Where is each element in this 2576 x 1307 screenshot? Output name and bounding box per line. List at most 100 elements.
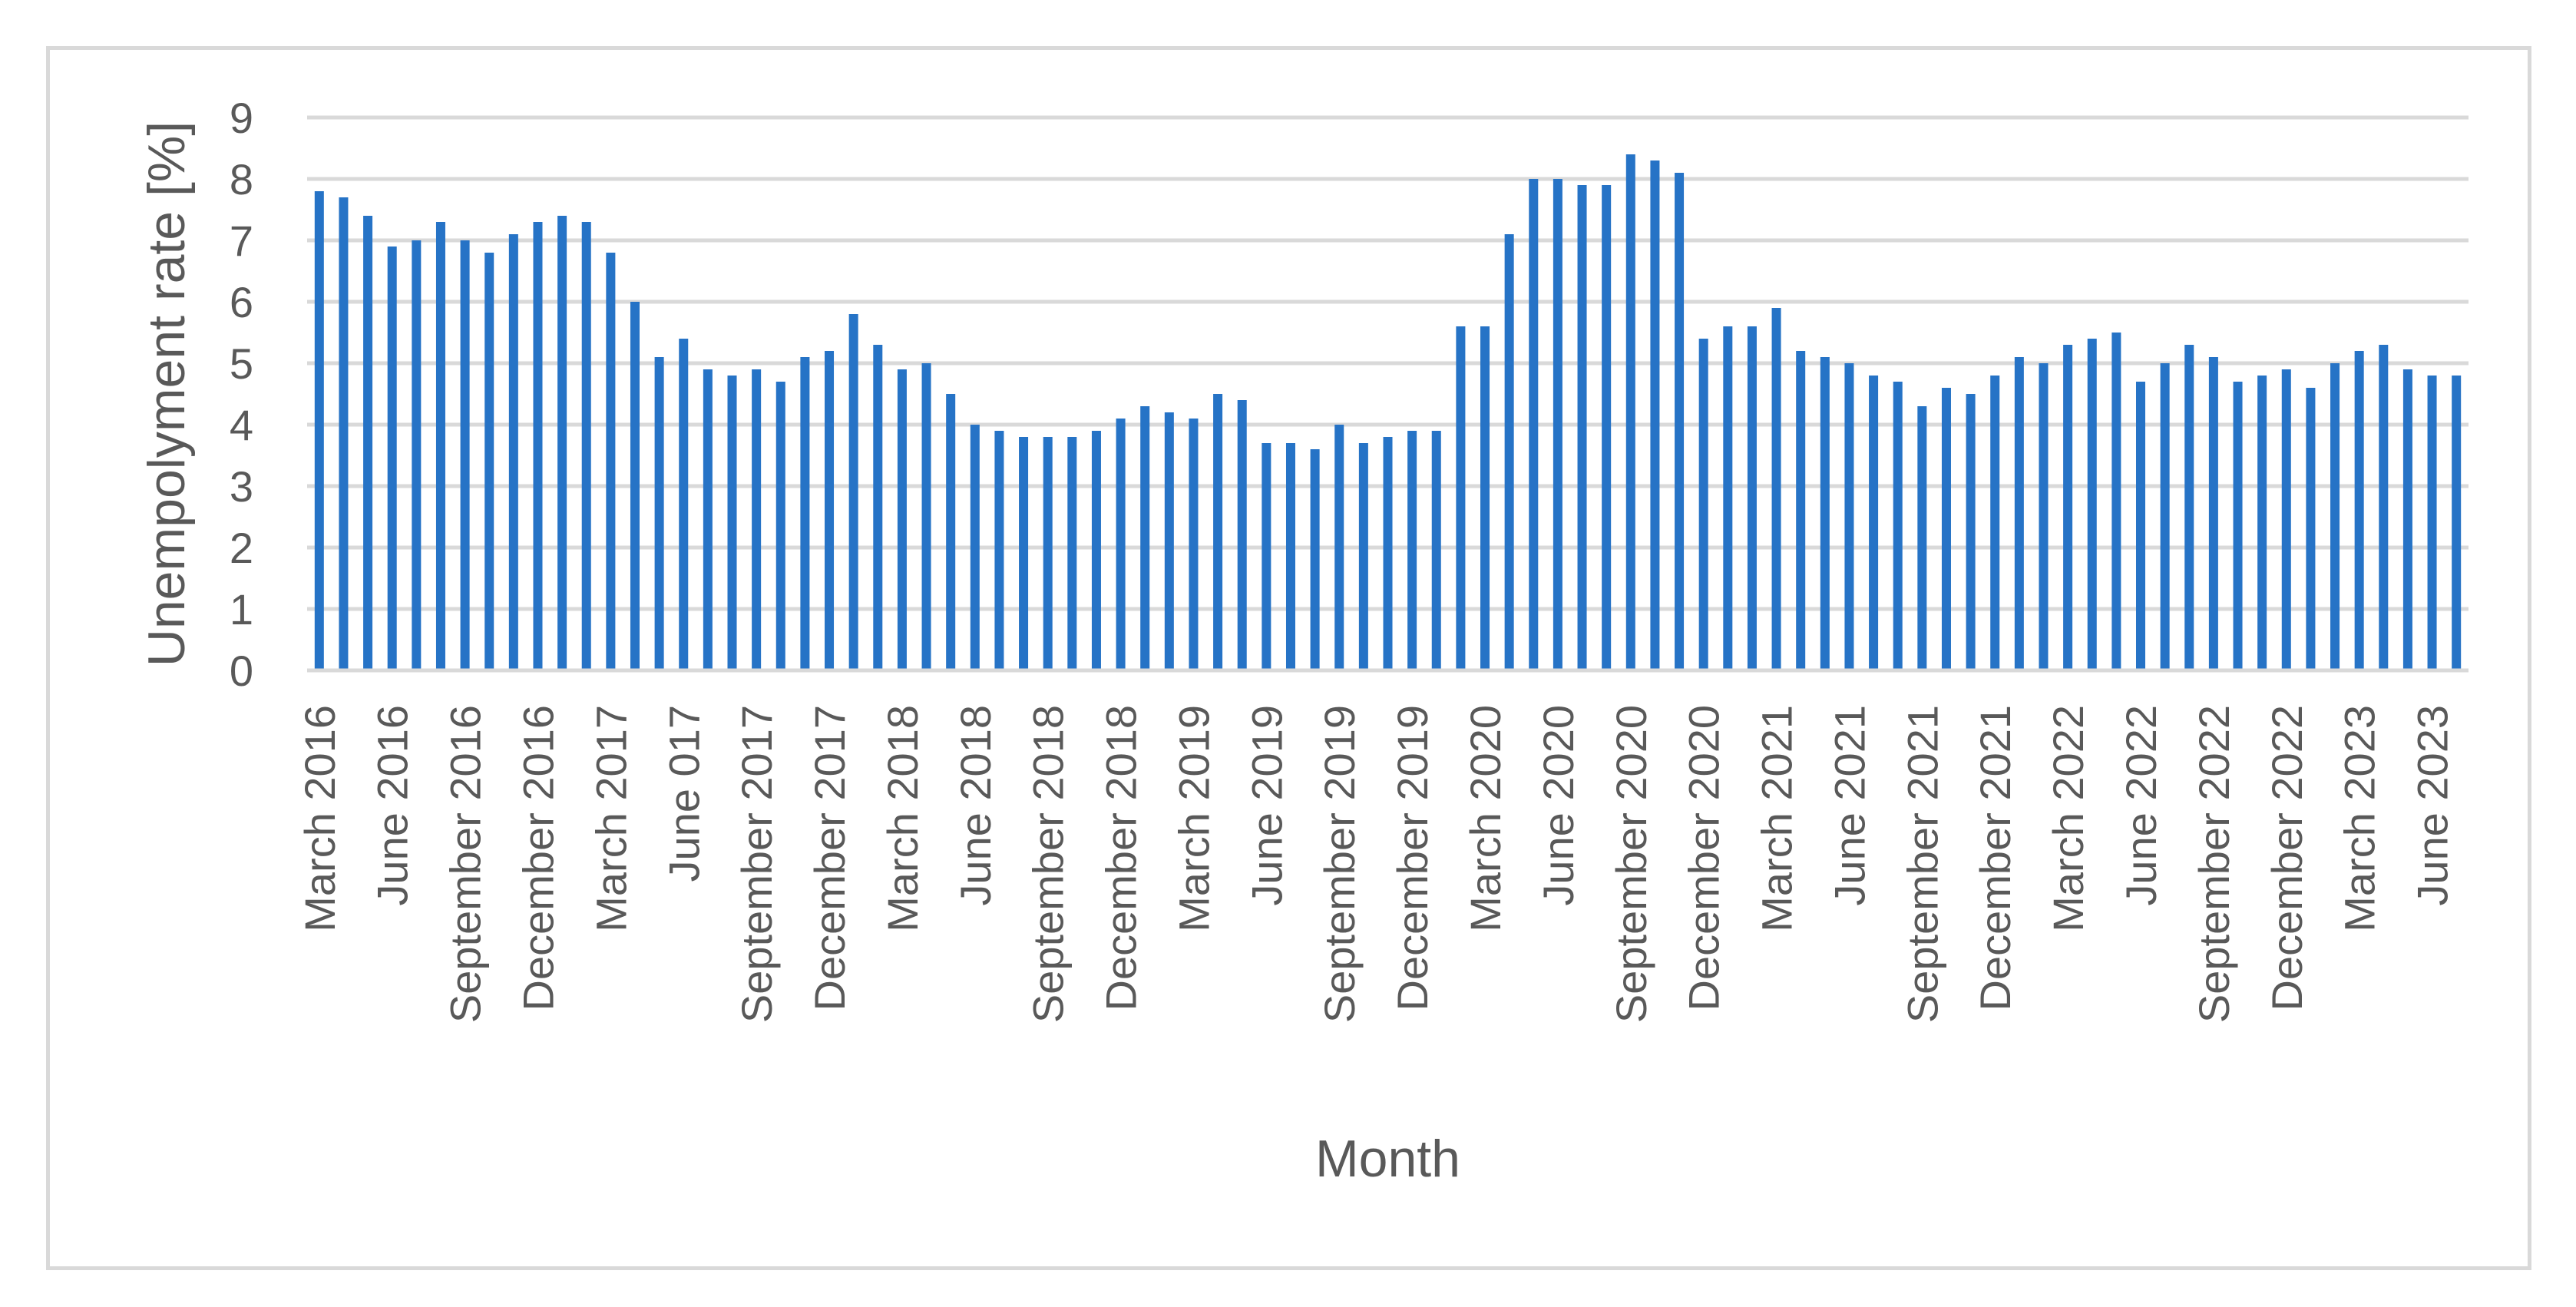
bar — [2039, 363, 2049, 670]
y-axis-title: Unempolyment rate [%] — [137, 121, 196, 667]
x-tick-label: March 2021 — [1753, 705, 1801, 932]
x-tick-label: September 2020 — [1607, 705, 1655, 1023]
x-tick-label: March 2016 — [296, 705, 344, 932]
bar-series — [314, 154, 2462, 670]
bar — [1407, 431, 1417, 670]
bar — [1771, 308, 1781, 670]
bar — [1140, 406, 1150, 670]
x-tick-label: June 2018 — [951, 705, 1000, 906]
bar — [1164, 412, 1174, 670]
bar — [2087, 339, 2097, 670]
bar — [2014, 357, 2024, 670]
x-tick-label: December 2021 — [1971, 705, 2019, 1011]
bar — [897, 369, 907, 670]
bar — [1334, 425, 1344, 670]
bar — [581, 222, 591, 670]
bar — [2257, 376, 2267, 670]
bar — [2427, 376, 2437, 670]
bar — [2208, 357, 2218, 670]
x-tick-label: March 2017 — [587, 705, 635, 932]
bar — [2281, 369, 2291, 670]
bar — [946, 394, 956, 670]
x-tick-label: March 2019 — [1169, 705, 1218, 932]
bar — [2452, 376, 2462, 670]
bar — [1189, 419, 1199, 670]
x-tick-label: September 2022 — [2190, 705, 2238, 1023]
x-tick-label: December 2022 — [2263, 705, 2311, 1011]
x-tick-label: September 2016 — [441, 705, 490, 1023]
bar — [460, 240, 470, 670]
y-tick-label: 1 — [230, 585, 253, 634]
bar — [1383, 437, 1393, 670]
bar — [1820, 357, 1830, 670]
y-tick-label: 8 — [230, 155, 253, 203]
bar — [1310, 449, 1320, 670]
y-tick-label: 4 — [230, 401, 253, 449]
bar — [994, 431, 1004, 670]
bar — [2330, 363, 2340, 670]
x-tick-label: September 2021 — [1898, 705, 1946, 1023]
x-tick-label: June 2020 — [1534, 705, 1582, 906]
bar — [1625, 154, 1635, 670]
bar — [1650, 160, 1660, 670]
bar — [1091, 431, 1101, 670]
x-tick-label: December 2019 — [1388, 705, 1437, 1011]
bar — [339, 197, 349, 670]
x-tick-label: March 2022 — [2044, 705, 2092, 932]
x-tick-label: June 2019 — [1242, 705, 1291, 906]
x-axis-ticks: March 2016 June 2016 September 2016 Decembe… — [296, 705, 2457, 1023]
bar — [557, 216, 567, 670]
bar — [1529, 179, 1539, 670]
x-tick-label: June 2021 — [1825, 705, 1873, 906]
bar — [873, 345, 883, 670]
x-tick-label: December 2020 — [1680, 705, 1728, 1011]
bar — [1577, 185, 1587, 670]
x-tick-label: June 2022 — [2117, 705, 2165, 906]
bar — [2306, 388, 2316, 670]
x-tick-label: December 2017 — [805, 705, 854, 1011]
bar — [752, 369, 762, 670]
bar — [1067, 437, 1077, 670]
y-tick-label: 5 — [230, 339, 253, 388]
x-tick-label: September 2019 — [1315, 705, 1364, 1023]
bar — [1262, 443, 1271, 670]
bar — [484, 253, 494, 670]
bar — [1504, 234, 1514, 670]
x-tick-label: March 2018 — [878, 705, 927, 932]
bar — [1456, 326, 1466, 670]
bar — [1358, 443, 1368, 670]
bar — [970, 425, 980, 670]
bar — [412, 240, 422, 670]
bar — [387, 247, 397, 670]
y-tick-label: 6 — [230, 278, 253, 326]
bar — [1747, 326, 1757, 670]
bar — [703, 369, 713, 670]
x-tick-label: March 2023 — [2336, 705, 2384, 932]
y-tick-label: 3 — [230, 462, 253, 511]
y-tick-label: 0 — [230, 647, 253, 695]
bar — [1553, 179, 1562, 670]
bar — [2184, 345, 2194, 670]
bar — [679, 339, 689, 670]
bar — [2402, 369, 2412, 670]
x-tick-label: June 2016 — [369, 705, 417, 906]
bar — [1480, 326, 1490, 670]
bar — [1941, 388, 1951, 670]
bar — [825, 351, 835, 670]
bar — [2354, 351, 2364, 670]
bar — [1917, 406, 1927, 670]
bar — [921, 363, 931, 670]
bar — [1285, 443, 1295, 670]
bar — [1116, 419, 1126, 670]
x-tick-label: March 2020 — [1461, 705, 1510, 932]
bar — [314, 191, 324, 670]
bar — [1844, 363, 1854, 670]
bar — [435, 222, 445, 670]
x-tick-label: June 2023 — [2409, 705, 2457, 906]
bar — [775, 382, 785, 670]
x-axis-title: Month — [1315, 1130, 1460, 1188]
x-tick-label: December 2016 — [514, 705, 562, 1011]
bar — [848, 314, 858, 670]
bar — [606, 253, 616, 670]
bar — [1796, 351, 1806, 670]
